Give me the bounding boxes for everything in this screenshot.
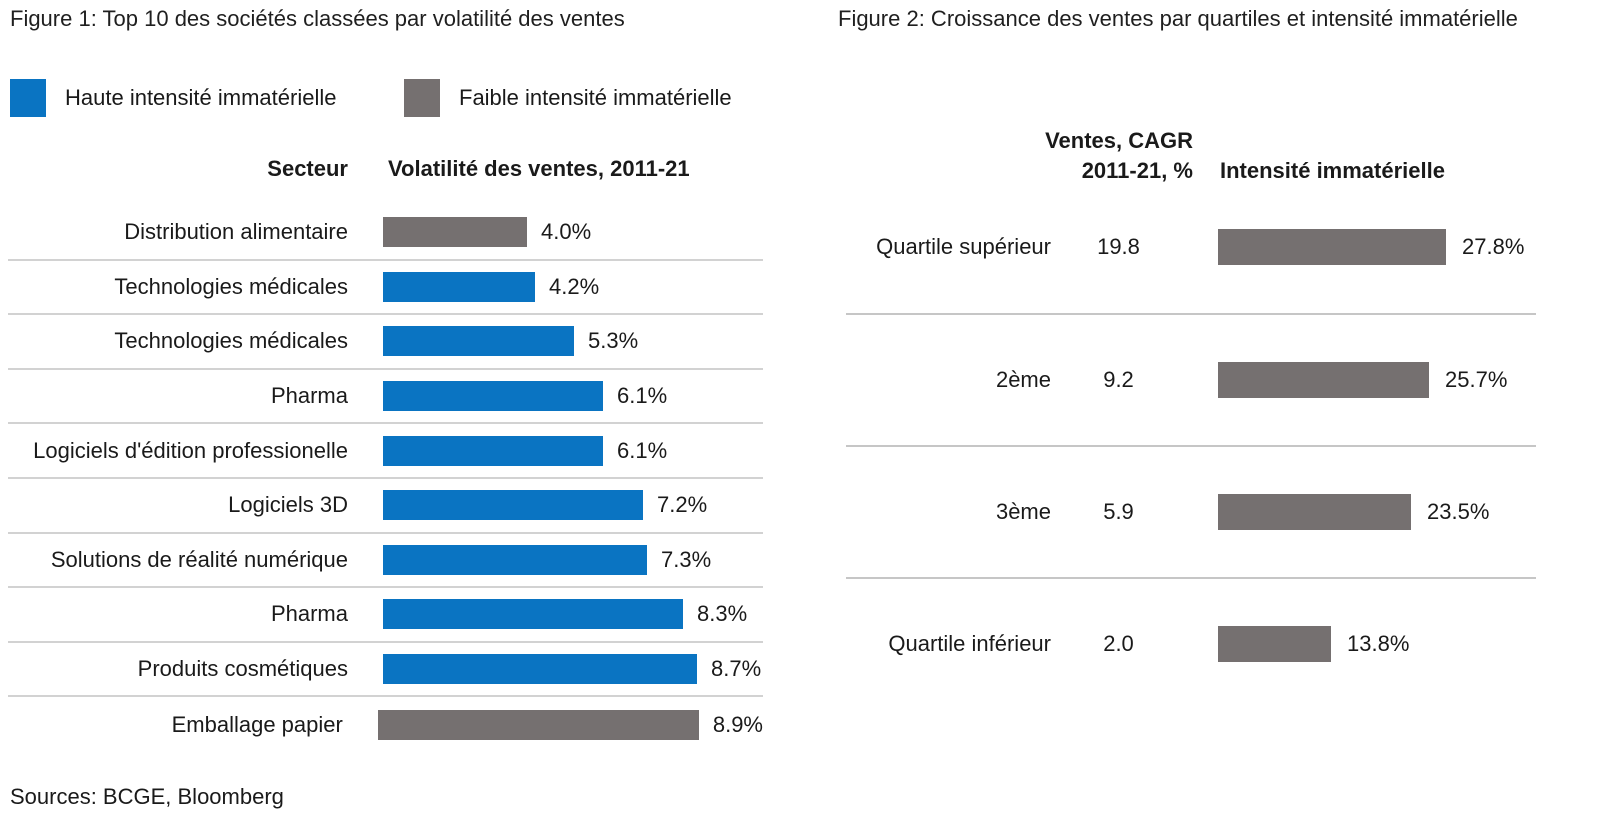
table-row: Emballage papier 8.9% (8, 697, 763, 752)
column-header-intensity: Intensité immatérielle (1220, 158, 1445, 183)
quartile-label: 2ème (995, 367, 1051, 392)
value-label: 25.7% (1445, 367, 1508, 392)
table-row: Quartile supérieur 19.8 27.8% (846, 181, 1536, 313)
cagr-value: 5.9 (1103, 499, 1134, 524)
legend-item-high-intensity: Haute intensité immatérielle (10, 78, 336, 118)
volatility-bar (383, 217, 527, 248)
value-label: 4.0% (541, 219, 592, 245)
column-header-cagr-line2: 2011-21, % (1081, 158, 1193, 183)
quartile-label: 3ème (995, 499, 1051, 524)
table-row: Logiciels d'édition professionelle 6.1% (8, 424, 763, 479)
sector-label: Produits cosmétiques (137, 656, 348, 682)
cagr-value: 2.0 (1103, 631, 1134, 656)
intensity-bar (1218, 494, 1411, 530)
value-label: 4.2% (549, 273, 600, 299)
high-intensity-swatch-icon (10, 79, 46, 117)
cagr-value: 19.8 (1097, 234, 1140, 259)
sector-label: Logiciels 3D (228, 492, 348, 518)
value-label: 8.3% (697, 601, 748, 627)
column-header-sector: Secteur (267, 156, 348, 181)
value-label: 6.1% (617, 383, 668, 409)
column-header-cagr: Ventes, CAGR 2011-21, % (985, 126, 1193, 186)
sector-label: Solutions de réalité numérique (50, 546, 348, 572)
volatility-bar (383, 599, 683, 630)
value-label: 7.2% (657, 492, 708, 518)
cagr-value: 9.2 (1103, 367, 1134, 392)
table-row: Technologies médicales 5.3% (8, 315, 763, 370)
volatility-bar (383, 654, 697, 685)
sector-label: Pharma (270, 601, 348, 627)
figure2-table: Quartile supérieur 19.8 27.8% 2ème 9.2 2… (846, 181, 1536, 709)
figure2-title: Figure 2: Croissance des ventes par quar… (838, 6, 1518, 31)
volatility-bar (383, 490, 643, 521)
quartile-label: Quartile inférieur (888, 631, 1051, 656)
value-label: 8.7% (711, 656, 762, 682)
value-label: 13.8% (1347, 631, 1410, 656)
volatility-bar (383, 271, 535, 302)
value-label: 8.9% (712, 711, 763, 737)
legend-label-low: Faible intensité immatérielle (459, 85, 732, 110)
table-row: Technologies médicales 4.2% (8, 261, 763, 316)
volatility-bar (377, 709, 699, 740)
intensity-bar (1218, 362, 1429, 398)
sector-label: Pharma (270, 383, 348, 409)
table-row: Distribution alimentaire 4.0% (8, 206, 763, 261)
table-row: Logiciels 3D 7.2% (8, 479, 763, 534)
intensity-bar (1218, 229, 1446, 265)
figure1-table: Distribution alimentaire 4.0% Technologi… (8, 206, 763, 752)
sector-label: Technologies médicales (114, 273, 348, 299)
sector-label: Logiciels d'édition professionelle (33, 437, 348, 463)
volatility-bar (383, 435, 603, 466)
value-label: 7.3% (661, 546, 712, 572)
legend-item-low-intensity: Faible intensité immatérielle (404, 78, 732, 118)
value-label: 5.3% (588, 328, 639, 354)
sector-label: Technologies médicales (114, 328, 348, 354)
volatility-bar (383, 544, 647, 575)
intensity-bar (1218, 626, 1331, 662)
quartile-label: Quartile supérieur (876, 234, 1051, 259)
value-label: 27.8% (1462, 234, 1525, 259)
sector-label: Emballage papier (171, 711, 343, 737)
figure1-title: Figure 1: Top 10 des sociétés classées p… (10, 6, 625, 31)
table-row: Produits cosmétiques 8.7% (8, 643, 763, 698)
volatility-bar (383, 326, 574, 357)
table-row: 3ème 5.9 23.5% (846, 445, 1536, 577)
column-header-volatility: Volatilité des ventes, 2011-21 (388, 156, 690, 181)
table-row: Quartile inférieur 2.0 13.8% (846, 577, 1536, 709)
table-row: Pharma 8.3% (8, 588, 763, 643)
table-row: Solutions de réalité numérique 7.3% (8, 534, 763, 589)
sector-label: Distribution alimentaire (124, 219, 348, 245)
legend-label-high: Haute intensité immatérielle (65, 85, 337, 110)
table-row: Pharma 6.1% (8, 370, 763, 425)
low-intensity-swatch-icon (404, 79, 440, 117)
column-header-cagr-line1: Ventes, CAGR (1045, 128, 1193, 153)
table-row: 2ème 9.2 25.7% (846, 313, 1536, 445)
volatility-bar (383, 381, 603, 412)
sources-note: Sources: BCGE, Bloomberg (10, 784, 284, 809)
value-label: 23.5% (1427, 499, 1490, 524)
value-label: 6.1% (617, 437, 668, 463)
